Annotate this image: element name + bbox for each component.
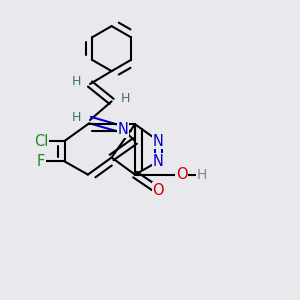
Text: H: H xyxy=(72,111,81,124)
Text: H: H xyxy=(196,168,207,182)
Text: N: N xyxy=(153,154,164,169)
Text: Cl: Cl xyxy=(34,134,48,148)
Text: N: N xyxy=(118,122,128,137)
Text: O: O xyxy=(176,167,188,182)
Text: O: O xyxy=(153,183,164,198)
Text: F: F xyxy=(37,154,45,169)
Text: H: H xyxy=(72,75,81,88)
Text: H: H xyxy=(120,92,130,106)
Text: N: N xyxy=(153,134,164,148)
